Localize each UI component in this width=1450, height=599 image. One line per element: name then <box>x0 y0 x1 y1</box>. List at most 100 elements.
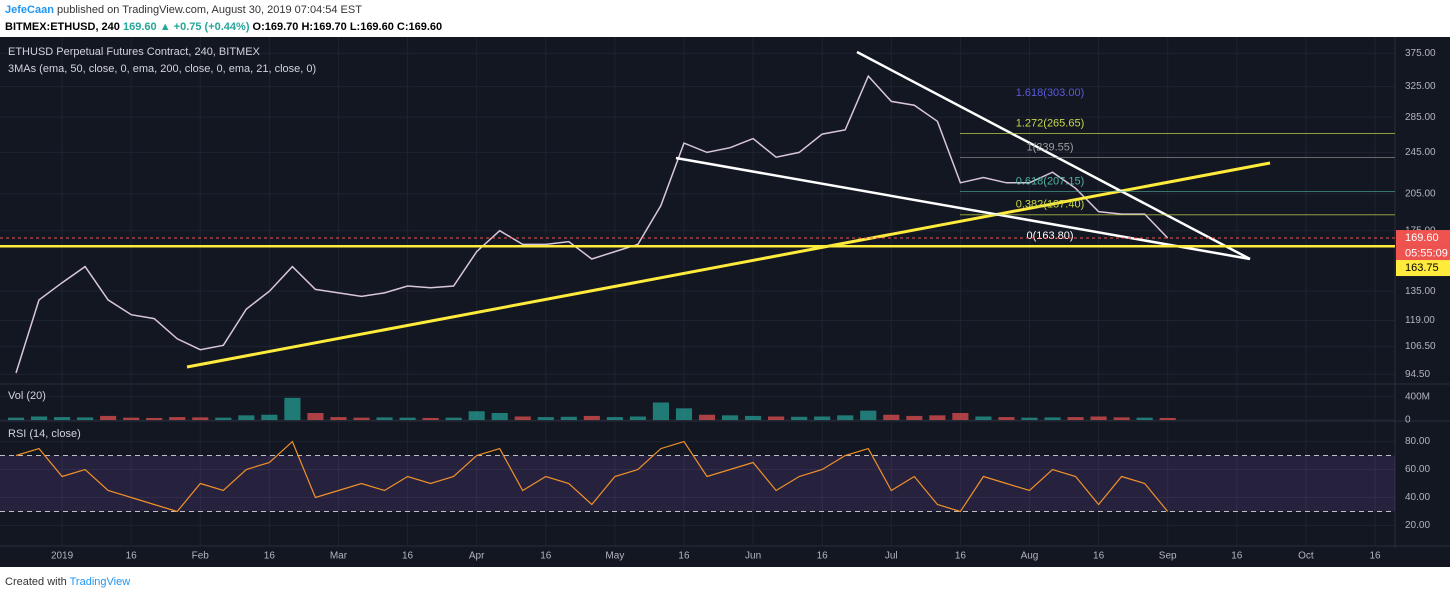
volume-bar <box>7 417 25 420</box>
fib-label: 0.382(187.40) <box>1016 199 1085 211</box>
price-label-bg <box>1396 230 1450 247</box>
x-tick-label: May <box>605 551 624 562</box>
volume-bar <box>675 408 693 420</box>
price-line <box>15 74 1169 374</box>
x-tick-label: 16 <box>540 551 552 562</box>
x-tick-label: 16 <box>678 551 690 562</box>
author[interactable]: JefeCaan <box>5 4 54 16</box>
y-tick-label: 375.00 <box>1405 48 1436 59</box>
volume-bar <box>261 414 278 420</box>
x-tick-label: 16 <box>1231 551 1243 562</box>
x-tick-label: Aug <box>1021 551 1039 562</box>
volume-bar <box>745 415 762 420</box>
rsi-line <box>15 440 1169 513</box>
volume-bar <box>169 417 186 420</box>
volume-bar <box>606 417 623 420</box>
x-tick-label: 16 <box>126 551 138 562</box>
volume-bar <box>422 417 439 420</box>
volume-bar <box>146 417 163 420</box>
x-tick-label: Jul <box>885 551 898 562</box>
x-tick-label: 2019 <box>51 551 74 562</box>
header-bg <box>0 0 1450 37</box>
brand[interactable]: TradingView <box>70 576 131 588</box>
volume-bar <box>514 416 531 420</box>
volume-bar <box>629 416 646 420</box>
x-tick-label: 16 <box>817 551 829 562</box>
volume-bar <box>376 417 393 420</box>
volume-bar <box>560 416 577 420</box>
volume-bar <box>445 417 462 420</box>
volume-bar <box>837 415 854 420</box>
volume-bar <box>860 410 877 420</box>
volume-bar <box>975 416 992 420</box>
wedge-lower <box>675 156 1251 261</box>
y-tick-label: 325.00 <box>1405 81 1436 92</box>
countdown: 05:55:09 <box>1405 247 1448 259</box>
ohlc: H:169.70 <box>301 21 346 33</box>
footer: Created with TradingView <box>5 576 130 588</box>
chart-bg <box>0 37 1450 567</box>
volume-bar <box>192 417 209 420</box>
grid <box>0 37 1395 546</box>
header-line: JefeCaan published on TradingView.com, A… <box>5 4 362 16</box>
volume-bar <box>537 417 554 420</box>
pane-title: ETHUSD Perpetual Futures Contract, 240, … <box>8 46 261 58</box>
volume-bar <box>768 416 785 420</box>
x-tick-label: 16 <box>955 551 967 562</box>
last: 169.60 <box>123 21 157 33</box>
volume-bar <box>1136 417 1153 420</box>
volume-bar <box>238 415 255 420</box>
y-tick-label: 80.00 <box>1405 436 1430 447</box>
volume-bar <box>952 413 969 420</box>
y-tick-label: 285.00 <box>1405 112 1436 123</box>
fib-label: 1.272(265.65) <box>1016 117 1085 129</box>
x-tick-label: Mar <box>330 551 348 562</box>
volume-bar <box>100 415 117 420</box>
volume-bar <box>123 417 140 420</box>
volume-bar <box>30 416 48 420</box>
volume-bar <box>1021 417 1038 420</box>
volume-bar <box>399 417 416 420</box>
volume-bar <box>998 417 1015 420</box>
symbol: BITMEX:ETHUSD, 240 <box>5 21 120 33</box>
symbol-line: BITMEX:ETHUSD, 240 169.60 ▲ +0.75 (+0.44… <box>5 21 442 33</box>
trendline <box>186 161 1271 369</box>
x-tick-label: 16 <box>264 551 276 562</box>
volume-bar <box>284 397 301 420</box>
x-tick-label: Feb <box>192 551 210 562</box>
x-tick-label: 16 <box>1093 551 1105 562</box>
fib-label: 0(163.80) <box>1026 230 1073 242</box>
y-tick-label: 20.00 <box>1405 520 1430 531</box>
x-tick-label: Apr <box>469 551 485 562</box>
y-tick-label: 119.00 <box>1405 315 1435 326</box>
volume-bar <box>77 417 94 420</box>
x-tick-label: Jun <box>745 551 761 562</box>
fib-label: 1(239.55) <box>1026 142 1073 154</box>
published: published on TradingView.com, August 30,… <box>57 4 362 16</box>
ohlc: C:169.60 <box>397 21 442 33</box>
volume-bar <box>307 413 324 420</box>
volume-bar <box>54 417 71 420</box>
y-tick-label: 205.00 <box>1405 189 1436 200</box>
volume-bar <box>353 417 370 420</box>
price-label: 169.60 <box>1405 232 1439 244</box>
pane-subtitle: 3MAs (ema, 50, close, 0, ema, 200, close… <box>8 63 316 75</box>
volume-bar <box>883 414 900 420</box>
countdown-bg <box>1396 246 1450 262</box>
change: ▲ +0.75 (+0.44%) <box>160 21 250 33</box>
y-tick-label: 40.00 <box>1405 492 1430 503</box>
fib-label: 1.618(303.00) <box>1016 87 1085 99</box>
volume-bar <box>1067 417 1084 420</box>
fib-label: 0.618(207.15) <box>1016 175 1085 187</box>
volume-bar <box>1159 417 1176 420</box>
volume-bar <box>468 411 485 420</box>
volume-bar <box>791 416 808 420</box>
y-tick-label: 60.00 <box>1405 464 1430 475</box>
ohlc: L:169.60 <box>350 21 394 33</box>
y-tick-label: 135.00 <box>1405 286 1436 297</box>
volume-bar <box>698 414 716 420</box>
volume-bar <box>215 417 232 420</box>
price-label: 163.75 <box>1405 262 1439 274</box>
